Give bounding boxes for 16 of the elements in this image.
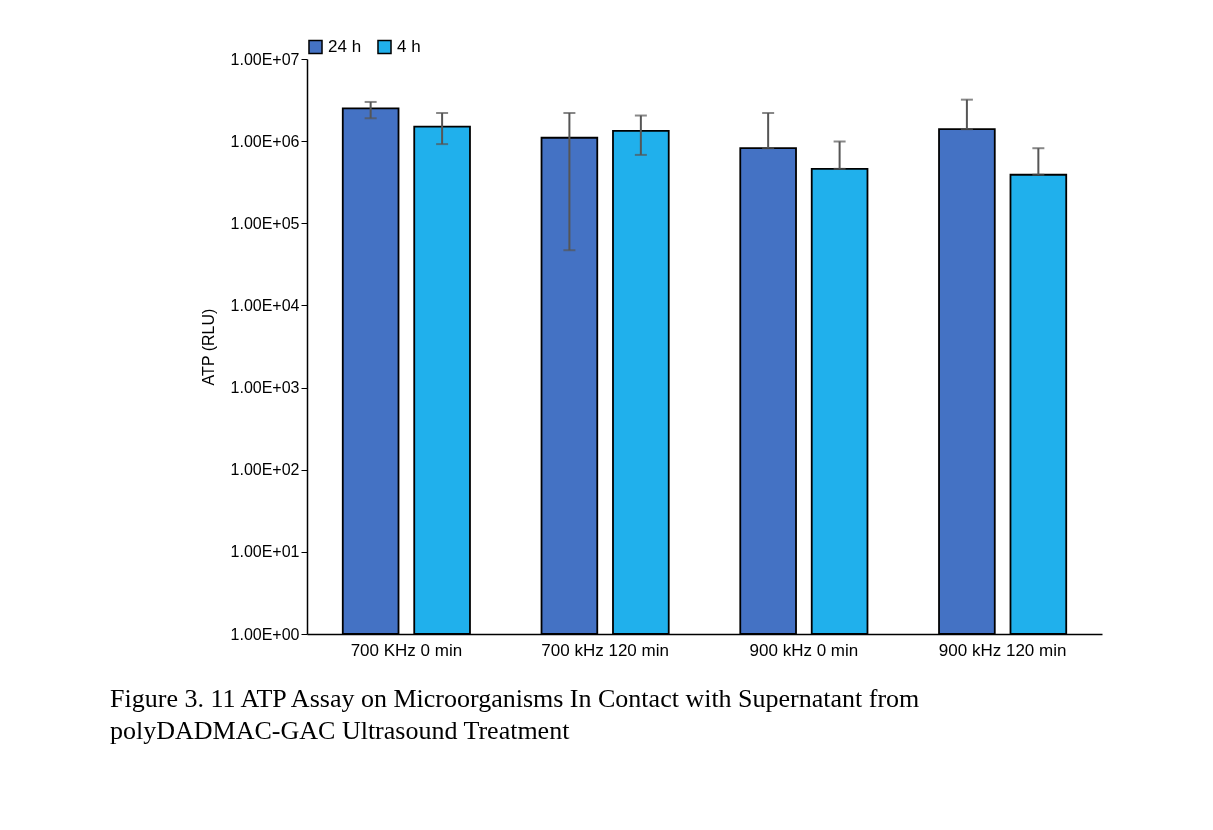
y-tick-label: 1.00E+00 [230, 625, 300, 643]
y-tick-label: 1.00E+01 [230, 543, 300, 561]
x-tick-label: 900 kHz 120 min [938, 640, 1067, 660]
legend-label: 24 h [328, 36, 362, 56]
y-tick-label: 1.00E+03 [230, 379, 300, 397]
y-tick-label: 1.00E+07 [230, 50, 300, 68]
y-tick-label: 1.00E+06 [230, 132, 300, 150]
y-tick-label: 1.00E+05 [230, 214, 300, 232]
y-axis-title: ATP (RLU) [199, 308, 217, 386]
x-tick-label: 900 kHz 0 min [749, 640, 859, 660]
legend-label: 4 h [397, 36, 421, 56]
y-tick-label: 1.00E+04 [230, 296, 300, 314]
y-tick-label: 1.00E+02 [230, 461, 300, 479]
x-tick-label: 700 KHz 0 min [350, 640, 463, 660]
x-tick-label: 700 kHz 120 min [541, 640, 669, 660]
text: Figure 3. 11 ATP Assay on Microorganisms In Contact with Supernatant from polyDADMAC-GAC Ultrasound Treatment [110, 684, 920, 745]
